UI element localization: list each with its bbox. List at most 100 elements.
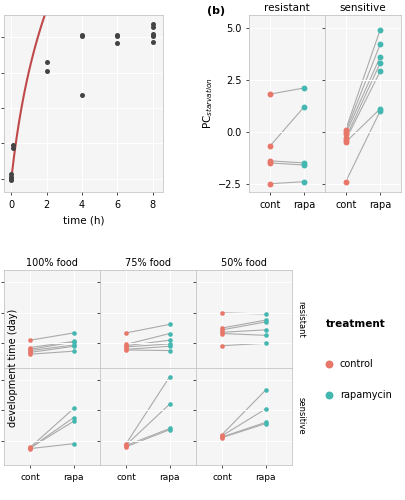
Point xyxy=(123,343,129,351)
Text: treatment: treatment xyxy=(326,319,386,329)
Point xyxy=(70,417,77,425)
Point xyxy=(377,68,384,76)
Point xyxy=(27,444,34,452)
Point xyxy=(114,32,121,40)
Point xyxy=(262,405,269,413)
Point xyxy=(27,444,34,452)
Point xyxy=(262,318,269,326)
Point xyxy=(301,159,307,167)
Point xyxy=(343,138,349,146)
Text: resistant: resistant xyxy=(296,300,305,338)
Point xyxy=(27,336,34,344)
Point xyxy=(114,40,121,48)
Point xyxy=(149,32,156,40)
Text: sensitive: sensitive xyxy=(296,398,305,435)
Point xyxy=(343,134,349,142)
Point xyxy=(79,32,85,40)
Point xyxy=(301,161,307,169)
Point xyxy=(219,434,225,442)
Point xyxy=(343,130,349,138)
Point xyxy=(149,30,156,38)
Point xyxy=(70,347,77,355)
Point xyxy=(123,346,129,354)
Point xyxy=(166,340,173,348)
Point xyxy=(262,339,269,347)
Point xyxy=(27,344,34,351)
Point xyxy=(219,328,225,336)
Point xyxy=(10,144,16,152)
Point xyxy=(219,309,225,317)
Point xyxy=(43,67,50,75)
Point xyxy=(166,424,173,432)
Text: control: control xyxy=(340,358,373,368)
Point xyxy=(219,326,225,334)
Point xyxy=(70,341,77,349)
Point xyxy=(27,346,34,354)
Point xyxy=(8,175,14,183)
Point xyxy=(27,444,34,452)
Point xyxy=(262,332,269,340)
Point xyxy=(70,440,77,448)
Point xyxy=(301,84,307,92)
Point xyxy=(343,136,349,144)
Point xyxy=(79,90,85,98)
Point xyxy=(219,430,225,438)
Point xyxy=(79,32,85,40)
Point xyxy=(27,346,34,354)
Point xyxy=(123,442,129,450)
X-axis label: time (h): time (h) xyxy=(63,216,104,226)
Point xyxy=(114,32,121,40)
Point xyxy=(27,350,34,358)
Point xyxy=(123,442,129,450)
Point xyxy=(219,342,225,349)
Point xyxy=(219,324,225,332)
Point xyxy=(377,105,384,113)
Point xyxy=(149,22,156,30)
Point xyxy=(262,386,269,394)
Point xyxy=(70,338,77,346)
Point xyxy=(70,329,77,337)
Text: development time (day): development time (day) xyxy=(8,308,18,426)
Point xyxy=(266,157,273,165)
Point xyxy=(166,330,173,338)
Point xyxy=(301,102,307,110)
Point xyxy=(301,178,307,186)
Point xyxy=(262,310,269,318)
Point xyxy=(166,400,173,408)
Point xyxy=(10,141,16,149)
Point xyxy=(377,40,384,48)
Point xyxy=(219,432,225,440)
Point xyxy=(262,418,269,426)
Point xyxy=(123,441,129,449)
Point xyxy=(377,52,384,60)
Point xyxy=(377,107,384,115)
Point xyxy=(262,420,269,428)
Point xyxy=(27,348,34,356)
Point xyxy=(266,142,273,150)
Point xyxy=(8,173,14,181)
Point xyxy=(123,346,129,354)
Point xyxy=(166,426,173,434)
Point xyxy=(166,372,173,380)
Text: rapamycin: rapamycin xyxy=(340,390,392,400)
Point xyxy=(266,159,273,167)
Point xyxy=(166,346,173,354)
Point xyxy=(70,404,77,412)
Title: 50% food: 50% food xyxy=(221,258,267,268)
Point xyxy=(70,342,77,350)
Point xyxy=(149,38,156,46)
Point xyxy=(123,342,129,349)
Title: 100% food: 100% food xyxy=(26,258,78,268)
Point xyxy=(27,444,34,452)
Point xyxy=(343,126,349,134)
Point xyxy=(377,26,384,34)
Title: resistant: resistant xyxy=(264,3,310,13)
Point xyxy=(70,338,77,345)
Point xyxy=(377,59,384,67)
Point xyxy=(149,20,156,28)
Point xyxy=(166,342,173,350)
Point xyxy=(262,326,269,334)
Point xyxy=(343,178,349,186)
Text: (b): (b) xyxy=(207,6,226,16)
Point xyxy=(266,180,273,188)
